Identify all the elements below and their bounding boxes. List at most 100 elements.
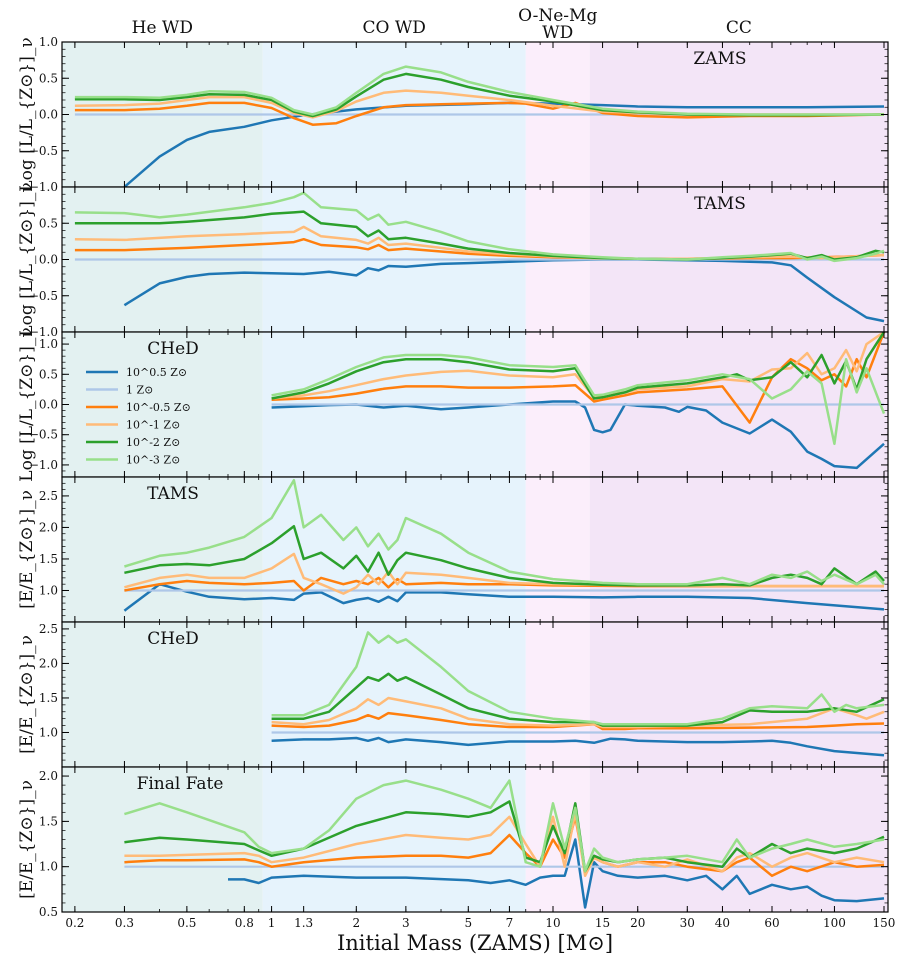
region-label: He WD [132, 18, 193, 38]
series-line-0 [271, 400, 885, 470]
series-group [74, 191, 885, 323]
x-tick-label: 7 [506, 916, 514, 930]
x-tick-label: 15 [595, 916, 610, 930]
series-line-5 [124, 478, 885, 586]
y-tick-label: 1.0 [39, 35, 58, 49]
x-tick-label: 1 [268, 916, 276, 930]
y-tick-label: 0.0 [39, 398, 58, 412]
panel-label: ZAMS [693, 49, 746, 69]
y-tick-label: 2.0 [39, 520, 58, 534]
y-tick-label: −0.5 [29, 144, 58, 158]
region-band-3 [589, 477, 888, 622]
series-line-0 [271, 736, 885, 757]
region-label: WD [542, 23, 573, 43]
series-group [124, 779, 885, 909]
region-band-2 [525, 477, 590, 622]
y-tick-label: 1.0 [39, 337, 58, 351]
y-axis-label: [E/E_{Z⊙}]_ν [17, 780, 37, 899]
series-line-5 [124, 779, 885, 873]
region-band-0 [62, 332, 263, 477]
y-tick-label: 0.5 [39, 367, 58, 381]
y-tick-label: 2.5 [39, 489, 58, 503]
region-band-1 [262, 477, 526, 622]
x-tick-label: 60 [764, 916, 779, 930]
region-label: CO WD [362, 18, 425, 38]
series-line-5 [271, 353, 886, 446]
panel-3: 1.0 1.5 2.0 2.5[E/E_{Z⊙}]_ν TAMS [17, 476, 889, 623]
series-line-0 [123, 582, 885, 612]
legend-label: 10^-2 Z⊙ [126, 436, 180, 449]
x-tick-label: 10 [545, 916, 560, 930]
series-line-4 [74, 210, 885, 261]
panel-label: CHeD [147, 629, 199, 649]
y-tick-label: 1.0 [39, 583, 58, 597]
panel-4: 1.0 1.5 2.0 2.5[E/E_{Z⊙}]_ν CHeD [17, 621, 889, 768]
series-group [74, 65, 885, 187]
legend-label: 10^-3 Z⊙ [126, 454, 180, 467]
y-tick-label: −0.5 [29, 289, 58, 303]
panel-label: TAMS [147, 484, 199, 504]
region-band-1 [262, 767, 526, 912]
series-line-5 [74, 65, 884, 116]
series-line-4 [271, 332, 886, 400]
x-tick-label: 2 [352, 916, 360, 930]
legend-label: 10^-0.5 Z⊙ [126, 401, 191, 414]
y-tick-label: 0.0 [39, 253, 58, 267]
series-group [271, 631, 885, 757]
series-line-4 [271, 672, 885, 727]
x-tick-label: 150 [873, 916, 896, 930]
y-tick-label: 0.0 [39, 108, 58, 122]
series-line-3 [124, 552, 884, 595]
y-tick-label: 1.5 [39, 814, 58, 828]
series-group [123, 478, 885, 612]
y-tick-label: −1.0 [29, 180, 58, 194]
x-tick-label: 30 [680, 916, 695, 930]
region-band-3 [589, 622, 888, 767]
y-tick-label: 2.0 [39, 769, 58, 783]
x-tick-label: 5 [464, 916, 472, 930]
y-axis-label: [E/E_{Z⊙}]_ν [17, 635, 37, 754]
x-tick-label: 0.5 [177, 916, 196, 930]
region-band-3 [589, 767, 888, 912]
x-tick-label: 20 [630, 916, 645, 930]
x-tick-label: 0.2 [65, 916, 84, 930]
y-tick-label: −1.0 [29, 458, 58, 472]
legend: 10^0.5 Z⊙ 1 Z⊙ 10^-0.5 Z⊙ 10^-1 Z⊙ 10^-2 Z⊙ 1… [86, 366, 191, 467]
y-tick-label: 0.5 [39, 905, 58, 919]
y-tick-label: 1.5 [39, 552, 58, 566]
y-tick-label: −1.0 [29, 325, 58, 339]
y-tick-label: −0.5 [29, 428, 58, 442]
y-axis-label: Log [L/L_{Z⊙}]_ν [17, 327, 37, 481]
panel-label: Final Fate [137, 774, 224, 794]
y-axis-label: Log [L/L_{Z⊙}]_ν [17, 182, 37, 336]
series-line-5 [74, 191, 885, 263]
series-line-2 [74, 101, 885, 126]
y-tick-label: 2.0 [39, 656, 58, 670]
series-line-2 [124, 576, 884, 592]
panel-label: CHeD [147, 339, 199, 359]
x-tick-label: 0.8 [235, 916, 254, 930]
series-line-2 [271, 711, 885, 731]
y-tick-label: 1.5 [39, 691, 58, 705]
region-band-1 [262, 622, 526, 767]
panel-5: 0.5 1.0 1.5 2.0[E/E_{Z⊙}]_ν Final Fate [17, 766, 889, 919]
region-band-0 [62, 622, 263, 767]
region-band-0 [62, 767, 263, 912]
y-axis-label: [E/E_{Z⊙}]_ν [17, 490, 37, 609]
region-band-2 [525, 622, 590, 767]
legend-label: 10^-1 Z⊙ [126, 419, 180, 432]
y-tick-label: 2.5 [39, 622, 58, 636]
x-axis-label: Initial Mass (ZAMS) [M⊙] [337, 931, 613, 955]
legend-label: 10^0.5 Z⊙ [126, 366, 187, 379]
y-tick-label: 0.5 [39, 216, 58, 230]
x-tick-label: 3 [402, 916, 410, 930]
series-line-0 [228, 838, 885, 909]
y-tick-label: 1.0 [39, 860, 58, 874]
region-label: CC [726, 18, 752, 38]
legend-label: 1 Z⊙ [126, 384, 153, 397]
series-line-4 [124, 524, 885, 587]
